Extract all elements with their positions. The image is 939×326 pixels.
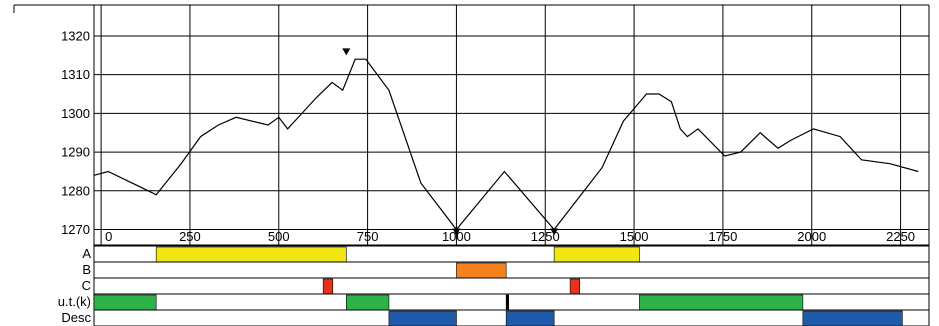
extremum-marker <box>550 228 559 236</box>
track-row-frame <box>93 293 930 311</box>
series-line <box>93 58 919 231</box>
x-tick-label: 1750 <box>708 229 737 244</box>
x-tick-label: 0 <box>105 229 112 244</box>
track-label: Desc <box>61 310 91 325</box>
track-segment <box>155 246 347 263</box>
track-segment <box>93 294 157 311</box>
track-row-frame <box>93 277 930 295</box>
track-segment <box>553 246 640 263</box>
track-segment <box>569 278 581 295</box>
x-tick-label: 2250 <box>886 229 915 244</box>
track-label: B <box>82 262 91 277</box>
extremum-markers <box>342 48 559 236</box>
track-label: C <box>82 278 91 293</box>
x-tick-label: 750 <box>357 229 379 244</box>
track-segment <box>505 294 509 311</box>
track-b: B <box>82 261 930 279</box>
plot-frame <box>13 4 930 326</box>
track-label: u.t.(k) <box>58 294 91 309</box>
x-tick-label: 250 <box>179 229 201 244</box>
track-segment <box>802 310 903 326</box>
y-tick-label: 1280 <box>61 183 90 198</box>
y-axis-tick-labels: 1270 1280 1290 1300 1310 1320 <box>61 28 90 237</box>
track-segment <box>639 294 804 311</box>
track-c: C <box>82 277 930 295</box>
track-row-frame <box>93 261 930 279</box>
track-segment <box>505 310 555 326</box>
track-desc: Desc <box>61 309 930 326</box>
track-a: A <box>82 245 930 263</box>
extremum-marker <box>452 228 461 236</box>
track-segment <box>456 262 507 279</box>
y-tick-label: 1290 <box>61 145 90 160</box>
x-tick-label: 1250 <box>531 229 560 244</box>
x-tick-label: 500 <box>268 229 290 244</box>
x-tick-label: 2000 <box>797 229 826 244</box>
track-segment <box>322 278 334 295</box>
x-tick-label: 1500 <box>620 229 649 244</box>
track-segment <box>345 294 390 311</box>
extremum-marker <box>342 48 351 56</box>
y-tick-label: 1300 <box>61 106 90 121</box>
x-axis-tick-labels: 0 250 500 750 1000 1250 1500 1750 2000 2250 <box>105 229 915 244</box>
x-tick-label: 1000 <box>442 229 471 244</box>
chart-grid <box>94 5 929 245</box>
y-tick-label: 1320 <box>61 28 90 43</box>
y-tick-label: 1310 <box>61 67 90 82</box>
track-segment <box>388 310 457 326</box>
y-tick-label: 1270 <box>61 222 90 237</box>
track-u-t-k: u.t.(k) <box>58 293 930 311</box>
series-line-layer <box>93 58 919 231</box>
track-label: A <box>82 246 91 261</box>
